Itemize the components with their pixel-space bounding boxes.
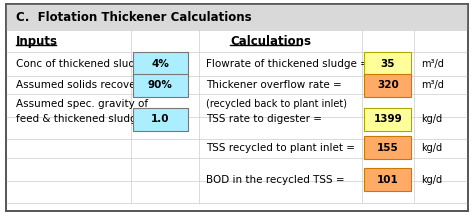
Text: kg/d: kg/d xyxy=(421,114,442,124)
FancyBboxPatch shape xyxy=(133,108,188,131)
Text: kg/d: kg/d xyxy=(421,143,442,153)
Text: Inputs: Inputs xyxy=(16,35,57,48)
Text: 155: 155 xyxy=(377,143,399,153)
Text: Flowrate of thickened sludge =: Flowrate of thickened sludge = xyxy=(206,59,369,69)
Text: Assumed solids recovery =: Assumed solids recovery = xyxy=(16,80,157,90)
Text: 35: 35 xyxy=(381,59,395,69)
Text: Assumed spec. gravity of: Assumed spec. gravity of xyxy=(16,99,147,109)
FancyBboxPatch shape xyxy=(364,108,411,131)
FancyBboxPatch shape xyxy=(133,74,188,97)
Text: 90%: 90% xyxy=(148,80,173,90)
Text: C.  Flotation Thickener Calculations: C. Flotation Thickener Calculations xyxy=(16,11,251,24)
Text: m³/d: m³/d xyxy=(421,59,444,69)
Text: 1399: 1399 xyxy=(374,114,402,124)
Text: (recycled back to plant inlet): (recycled back to plant inlet) xyxy=(206,99,347,109)
Text: BOD in the recycled TSS =: BOD in the recycled TSS = xyxy=(206,175,345,185)
FancyBboxPatch shape xyxy=(133,52,188,76)
Text: 4%: 4% xyxy=(152,59,169,69)
Text: Conc of thickened sludge =: Conc of thickened sludge = xyxy=(16,59,160,69)
FancyBboxPatch shape xyxy=(6,3,468,30)
Text: 1.0: 1.0 xyxy=(151,114,170,124)
FancyBboxPatch shape xyxy=(364,52,411,76)
Text: 320: 320 xyxy=(377,80,399,90)
Text: feed & thickened sludge =: feed & thickened sludge = xyxy=(16,114,155,124)
FancyBboxPatch shape xyxy=(364,168,411,191)
Text: kg/d: kg/d xyxy=(421,175,442,185)
Text: 101: 101 xyxy=(377,175,399,185)
Text: TSS recycled to plant inlet =: TSS recycled to plant inlet = xyxy=(206,143,356,153)
FancyBboxPatch shape xyxy=(364,136,411,160)
Text: m³/d: m³/d xyxy=(421,80,444,90)
Text: Thickener overflow rate =: Thickener overflow rate = xyxy=(206,80,342,90)
Text: TSS rate to digester =: TSS rate to digester = xyxy=(206,114,322,124)
Text: Calculations: Calculations xyxy=(230,35,311,48)
FancyBboxPatch shape xyxy=(364,74,411,97)
FancyBboxPatch shape xyxy=(6,3,468,212)
